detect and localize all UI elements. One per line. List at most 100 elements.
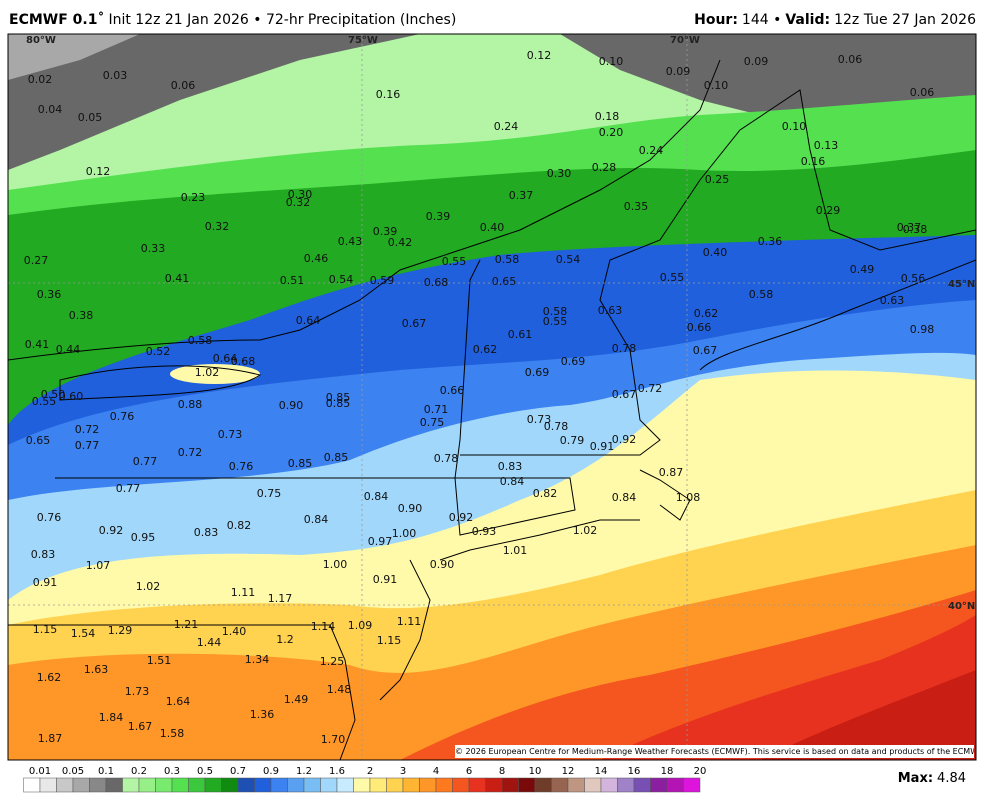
precip-value: 1.64 <box>166 695 191 708</box>
precip-value: 0.67 <box>612 388 637 401</box>
precip-value: 0.33 <box>141 242 166 255</box>
precip-value: 1.21 <box>174 618 199 631</box>
legend-swatch <box>353 777 371 793</box>
precip-value: 0.60 <box>59 390 84 403</box>
precip-value: 0.67 <box>402 317 427 330</box>
precip-value: 0.36 <box>758 235 783 248</box>
legend-swatch <box>287 777 305 793</box>
precip-value: 0.16 <box>801 155 826 168</box>
precip-value: 0.75 <box>420 416 445 429</box>
precip-value: 0.58 <box>495 253 520 266</box>
precip-value: 0.84 <box>364 490 389 503</box>
precip-value: 1.58 <box>160 727 185 740</box>
precip-value: 0.77 <box>116 482 141 495</box>
precip-value: 0.69 <box>561 355 586 368</box>
precip-value: 0.83 <box>194 526 219 539</box>
precip-value: 1.29 <box>108 624 133 637</box>
legend-level: 1.2 <box>296 766 312 777</box>
precip-value: 0.18 <box>595 110 620 123</box>
precip-value: 0.76 <box>37 511 62 524</box>
legend-swatch <box>468 777 486 793</box>
legend-swatch <box>584 777 602 793</box>
precip-value: 0.73 <box>527 413 552 426</box>
legend-swatch <box>600 777 618 793</box>
legend-swatch <box>485 777 503 793</box>
precip-value: 0.28 <box>592 161 617 174</box>
precip-value: 0.39 <box>426 210 451 223</box>
legend-level: 20 <box>694 766 707 777</box>
legend-swatch <box>56 777 74 793</box>
header-left: ECMWF 0.1˚ Init 12z 21 Jan 2026 • 72-hr P… <box>9 12 456 28</box>
precip-value: 0.09 <box>666 65 691 78</box>
precip-value: 0.42 <box>388 236 413 249</box>
legend-level: 0.7 <box>230 766 246 777</box>
precip-value: 1.67 <box>128 720 153 733</box>
precip-value: 0.58 <box>188 334 213 347</box>
precip-value: 1.51 <box>147 654 172 667</box>
precip-value: 0.35 <box>624 200 649 213</box>
precip-value: 0.12 <box>86 165 111 178</box>
precip-value: 0.65 <box>26 434 51 447</box>
legend-level: 18 <box>661 766 674 777</box>
precip-value: 0.77 <box>75 439 100 452</box>
legend-level: 0.5 <box>197 766 213 777</box>
legend-level: 0.01 <box>29 766 51 777</box>
precip-value: 0.63 <box>598 304 623 317</box>
precip-value: 0.55 <box>660 271 685 284</box>
precip-value: 0.98 <box>910 323 935 336</box>
legend-level: 12 <box>562 766 575 777</box>
precip-value: 1.63 <box>84 663 109 676</box>
precip-value: 0.55 <box>32 395 57 408</box>
precip-value: 0.03 <box>103 69 128 82</box>
precip-value: 1.84 <box>99 711 124 724</box>
precip-value: 0.24 <box>639 144 664 157</box>
legend-swatch <box>336 777 354 793</box>
legend-swatch <box>650 777 668 793</box>
precip-value: 0.50 <box>41 388 66 401</box>
precip-value: 0.97 <box>368 535 393 548</box>
labels-layer: 0.02 0.03 0.06 0.04 0.05 0.12 0.16 0.12 0.10 0.09… <box>24 35 976 746</box>
precip-value: 0.43 <box>338 235 363 248</box>
precip-value: 0.72 <box>75 423 100 436</box>
legend-swatch <box>435 777 453 793</box>
precip-value: 0.62 <box>694 307 719 320</box>
precip-value: 0.55 <box>543 315 568 328</box>
precip-value: 1.40 <box>222 625 247 638</box>
precip-value: 0.91 <box>373 573 398 586</box>
precip-value: 0.72 <box>638 382 663 395</box>
precip-value: 0.20 <box>599 126 624 139</box>
precip-value: 0.59 <box>370 274 395 287</box>
legend-level: 14 <box>595 766 608 777</box>
precip-value: 0.49 <box>850 263 875 276</box>
legend-level: 0.05 <box>62 766 84 777</box>
model-title: ECMWF 0.1˚ <box>9 12 105 28</box>
precip-value: 0.56 <box>901 272 926 285</box>
precip-value: 0.82 <box>227 519 252 532</box>
precip-value: 0.30 <box>547 167 572 180</box>
precip-value: 0.05 <box>78 111 103 124</box>
legend-swatch <box>567 777 585 793</box>
precip-value: 0.85 <box>288 457 313 470</box>
precip-value: 0.68 <box>231 355 256 368</box>
precip-value: 0.79 <box>560 434 585 447</box>
precip-value: 1.01 <box>503 544 528 557</box>
legend-level: 6 <box>466 766 472 777</box>
legend-swatch <box>534 777 552 793</box>
precip-value: 0.32 <box>205 220 230 233</box>
precip-value: 0.41 <box>25 338 50 351</box>
precip-value: 0.06 <box>910 86 935 99</box>
precip-value: 1.14 <box>311 620 336 633</box>
precip-value: 0.51 <box>280 274 305 287</box>
precip-value: 0.90 <box>279 399 304 412</box>
precip-value: 0.24 <box>494 120 519 133</box>
precip-value: 0.64 <box>213 352 238 365</box>
legend-swatch <box>122 777 140 793</box>
precip-value: 0.93 <box>472 525 497 538</box>
legend-level: 10 <box>529 766 542 777</box>
legend-swatch <box>320 777 338 793</box>
legend-swatch <box>551 777 569 793</box>
legend-swatch <box>303 777 321 793</box>
precip-value: 0.90 <box>398 502 423 515</box>
legend-level: 0.3 <box>164 766 180 777</box>
precip-value: 0.44 <box>56 343 81 356</box>
